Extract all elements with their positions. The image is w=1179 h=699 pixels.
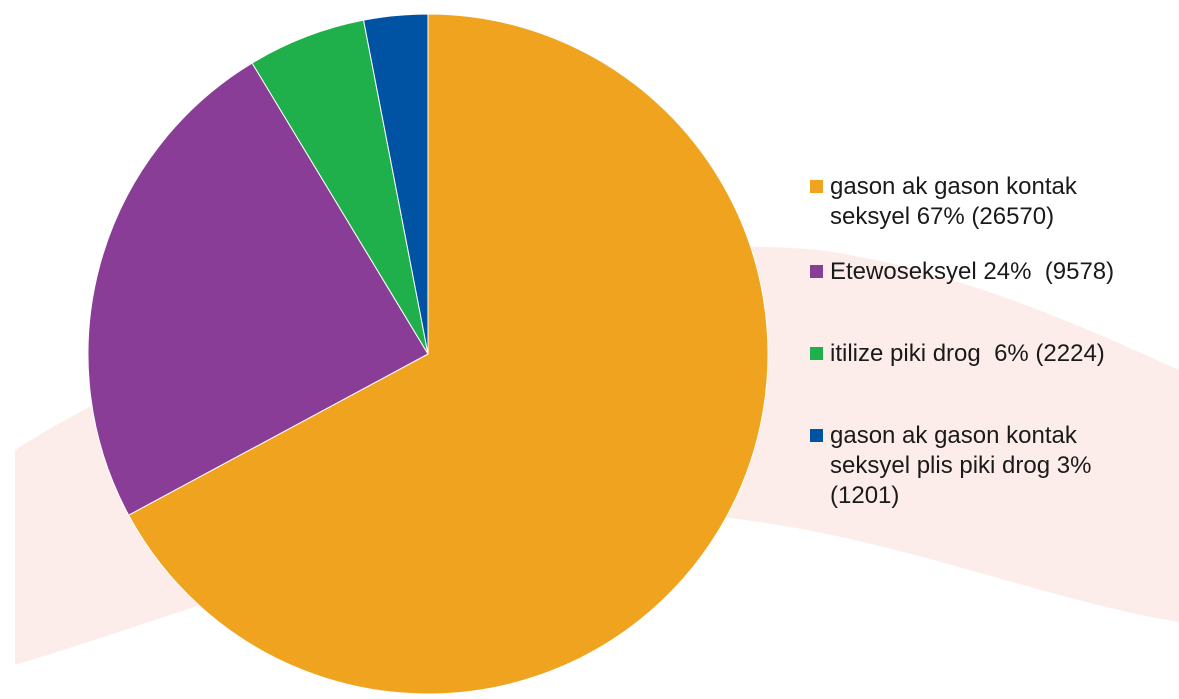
pie-slices bbox=[87, 13, 769, 695]
legend-item: gason ak gason kontak seksyel 67% (26570… bbox=[808, 172, 1168, 232]
chart-legend: gason ak gason kontak seksyel 67% (26570… bbox=[808, 172, 1168, 511]
legend-label: gason ak gason kontak seksyel plis piki … bbox=[830, 422, 1092, 509]
pie-slice bbox=[362, 13, 429, 355]
legend-item: Etewoseksyel 24% (9578) bbox=[808, 257, 1168, 287]
pie-slice bbox=[87, 62, 429, 516]
legend-item: itilize piki drog 6% (2224) bbox=[808, 339, 1168, 369]
legend-swatch bbox=[810, 429, 823, 442]
legend-swatch bbox=[810, 180, 823, 193]
legend-label: gason ak gason kontak seksyel 67% (26570… bbox=[830, 173, 1077, 230]
legend-label: Etewoseksyel 24% (9578) bbox=[830, 258, 1115, 285]
legend-item: gason ak gason kontak seksyel plis piki … bbox=[808, 421, 1168, 511]
legend-swatch bbox=[810, 265, 823, 278]
legend-swatch bbox=[810, 347, 823, 360]
legend-label: itilize piki drog 6% (2224) bbox=[830, 340, 1105, 367]
pie-slice bbox=[127, 13, 769, 695]
